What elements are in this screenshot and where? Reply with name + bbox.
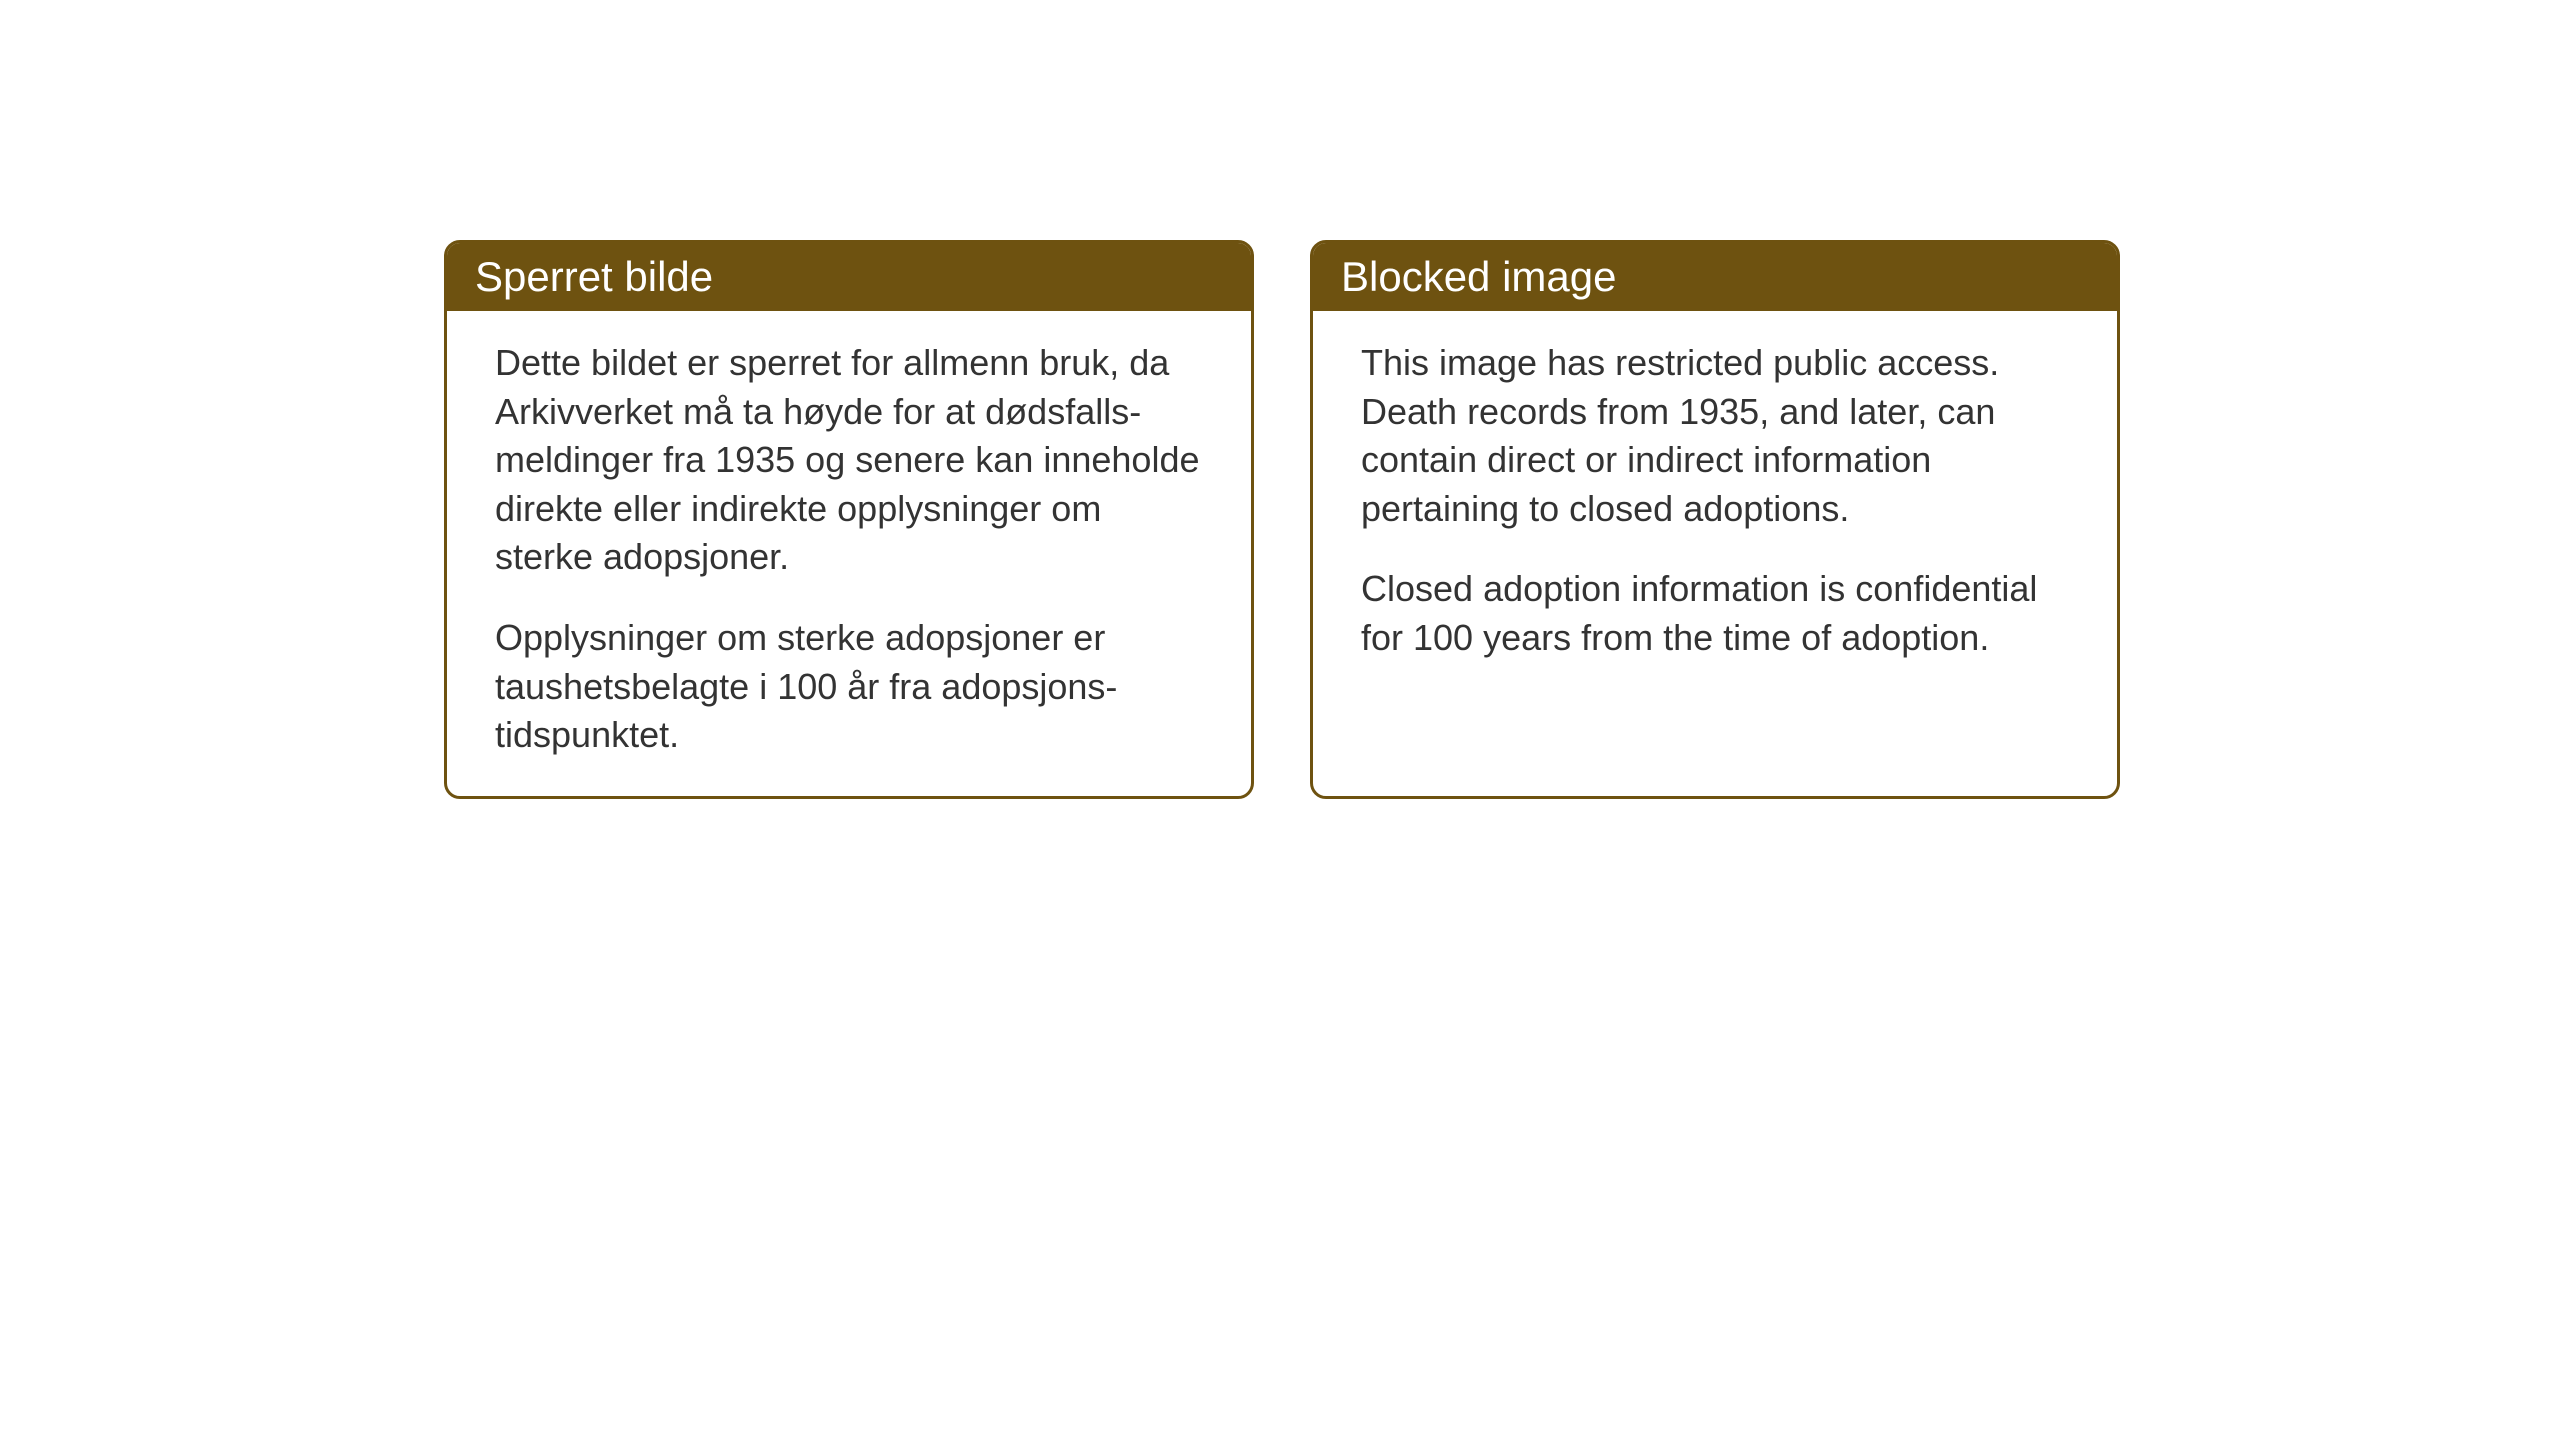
- card-english-paragraph-2: Closed adoption information is confident…: [1361, 565, 2069, 662]
- card-norwegian-paragraph-1: Dette bildet er sperret for allmenn bruk…: [495, 339, 1203, 582]
- card-norwegian-header: Sperret bilde: [447, 243, 1251, 311]
- card-norwegian-paragraph-2: Opplysninger om sterke adopsjoner er tau…: [495, 614, 1203, 760]
- card-english-paragraph-1: This image has restricted public access.…: [1361, 339, 2069, 533]
- card-english: Blocked image This image has restricted …: [1310, 240, 2120, 799]
- card-english-title: Blocked image: [1341, 253, 1616, 300]
- card-english-header: Blocked image: [1313, 243, 2117, 311]
- cards-container: Sperret bilde Dette bildet er sperret fo…: [444, 240, 2120, 799]
- card-norwegian: Sperret bilde Dette bildet er sperret fo…: [444, 240, 1254, 799]
- card-english-body: This image has restricted public access.…: [1313, 311, 2117, 699]
- card-norwegian-title: Sperret bilde: [475, 253, 713, 300]
- card-norwegian-body: Dette bildet er sperret for allmenn bruk…: [447, 311, 1251, 796]
